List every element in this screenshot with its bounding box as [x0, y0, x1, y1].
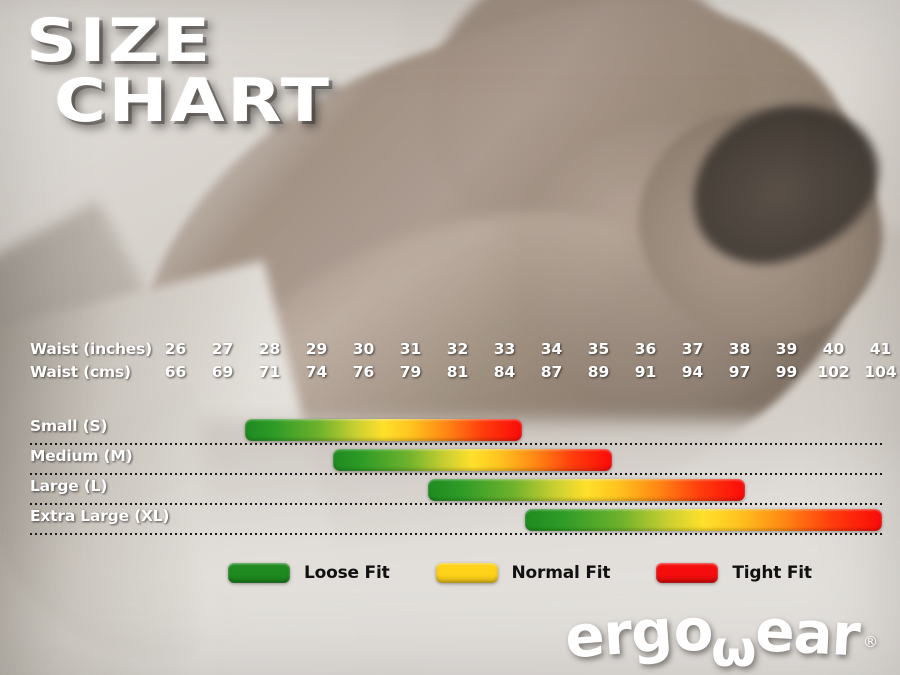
registered-trademark-icon: ® — [863, 633, 878, 651]
measurement-row-cms: Waist (cms) 66 69 71 74 76 79 81 84 87 8… — [0, 363, 900, 386]
legend-swatch-tight — [656, 563, 719, 583]
measurement-cell: 99 — [775, 363, 798, 381]
measurement-cell: 79 — [399, 363, 422, 381]
size-fit-bar — [333, 449, 612, 471]
measurement-cell: 37 — [681, 340, 704, 358]
size-row-label: Small (S) — [30, 417, 108, 435]
measurement-cell: 33 — [493, 340, 516, 358]
logo-text-erg: erg — [562, 596, 674, 672]
size-row-large: Large (L) — [0, 475, 900, 505]
measurement-table: Waist (inches) 26 27 28 29 30 31 32 33 3… — [0, 340, 900, 386]
measurement-cell: 91 — [634, 363, 657, 381]
measurement-cell: 76 — [352, 363, 375, 381]
measurement-cell: 84 — [493, 363, 516, 381]
measurement-cell: 97 — [728, 363, 751, 381]
measurement-cell: 102 — [817, 363, 850, 381]
measurement-cell: 40 — [822, 340, 845, 358]
measurement-cell: 35 — [587, 340, 610, 358]
measurement-cell: 104 — [864, 363, 897, 381]
legend-label-tight: Tight Fit — [732, 563, 812, 583]
measurement-row-label: Waist (cms) — [30, 363, 131, 381]
measurement-cell: 29 — [305, 340, 328, 358]
measurement-cell: 66 — [164, 363, 187, 381]
measurement-cell: 69 — [211, 363, 234, 381]
measurement-cell: 41 — [869, 340, 892, 358]
measurement-cell: 36 — [634, 340, 657, 358]
size-row-small: Small (S) — [0, 415, 900, 445]
size-row-label: Large (L) — [30, 477, 108, 495]
measurement-cell: 28 — [258, 340, 281, 358]
row-divider — [30, 533, 885, 535]
fit-legend: Loose Fit Normal Fit Tight Fit — [228, 563, 812, 583]
measurement-cell: 39 — [775, 340, 798, 358]
legend-label-loose: Loose Fit — [304, 563, 390, 583]
measurement-cell: 94 — [681, 363, 704, 381]
size-fit-bar — [428, 479, 745, 501]
logo-omega-glyph: ω — [711, 620, 757, 675]
measurement-cell: 34 — [540, 340, 563, 358]
size-fit-bar — [245, 419, 522, 441]
legend-label-normal: Normal Fit — [511, 563, 611, 583]
size-row-medium: Medium (M) — [0, 445, 900, 475]
measurement-row-values: 26 27 28 29 30 31 32 33 34 35 36 37 38 3… — [152, 340, 900, 358]
size-fit-bar — [525, 509, 882, 531]
legend-item-loose: Loose Fit — [228, 563, 390, 583]
measurement-cell: 87 — [540, 363, 563, 381]
logo-wordmark: erg o ω ear — [563, 596, 861, 674]
measurement-row-inches: Waist (inches) 26 27 28 29 30 31 32 33 3… — [0, 340, 900, 363]
measurement-cell: 31 — [399, 340, 422, 358]
brand-logo: erg o ω ear ® — [563, 596, 878, 674]
size-row-label: Medium (M) — [30, 447, 133, 465]
logo-text-ear: ear — [753, 596, 862, 670]
legend-swatch-loose — [228, 563, 290, 583]
legend-item-normal: Normal Fit — [435, 563, 611, 583]
row-divider — [30, 503, 885, 505]
measurement-row-values: 66 69 71 74 76 79 81 84 87 89 91 94 97 9… — [152, 363, 900, 381]
row-divider — [30, 473, 885, 475]
measurement-cell: 26 — [164, 340, 187, 358]
measurement-cell: 89 — [587, 363, 610, 381]
measurement-cell: 32 — [446, 340, 469, 358]
measurement-cell: 71 — [258, 363, 281, 381]
logo-text-o: o — [673, 596, 714, 664]
measurement-cell: 74 — [305, 363, 328, 381]
size-row-extra-large: Extra Large (XL) — [0, 505, 900, 535]
size-bar-chart: Small (S) Medium (M) Large (L) Extra Lar… — [0, 415, 900, 535]
legend-item-tight: Tight Fit — [656, 563, 812, 583]
measurement-cell: 38 — [728, 340, 751, 358]
row-divider — [30, 443, 885, 445]
measurement-cell: 30 — [352, 340, 375, 358]
measurement-row-label: Waist (inches) — [30, 340, 153, 358]
legend-swatch-normal — [435, 563, 498, 583]
measurement-cell: 81 — [446, 363, 469, 381]
measurement-cell: 27 — [211, 340, 234, 358]
size-row-label: Extra Large (XL) — [30, 507, 170, 525]
